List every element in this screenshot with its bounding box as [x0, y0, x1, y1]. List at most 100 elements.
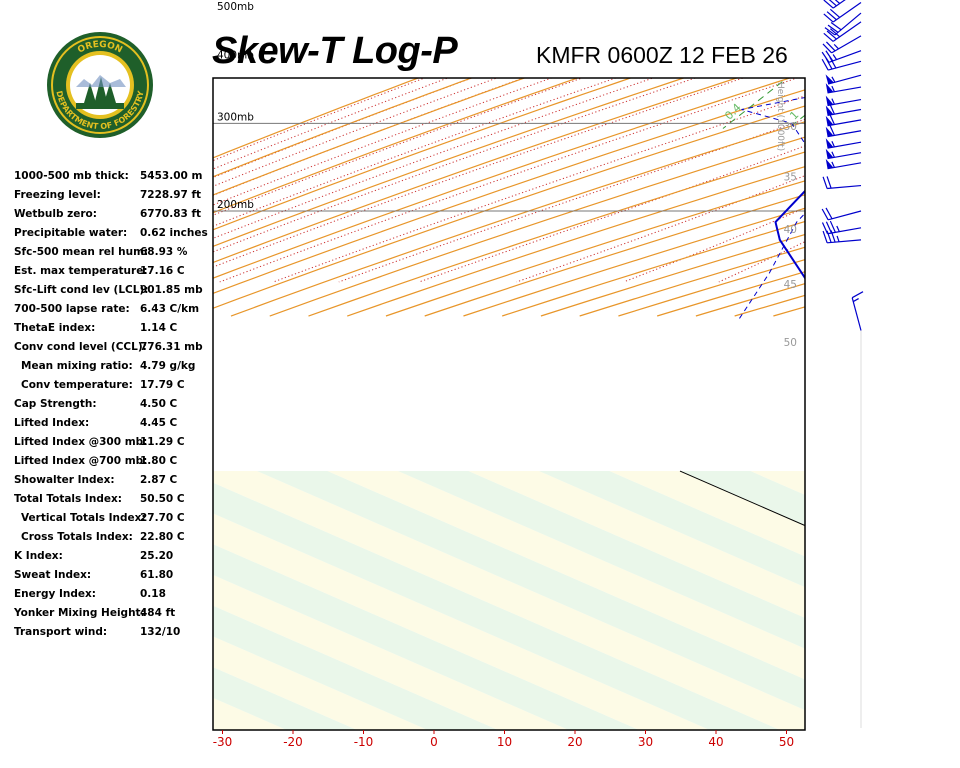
- index-value: 6770.83 ft: [140, 208, 202, 220]
- index-row: Lifted Index: 4.45 C: [14, 415, 214, 434]
- moist-adiabat: [213, 78, 553, 206]
- wind-barb: [821, 207, 862, 221]
- index-label: Sfc-500 mean rel hum:: [14, 246, 149, 258]
- index-row: Freezing level: 7228.97 ft: [14, 187, 214, 206]
- index-label: Sfc-Lift cond lev (LCL):: [14, 284, 149, 296]
- index-row: Lifted Index @300 mb: 11.29 C: [14, 434, 214, 453]
- dry-adiabat: [213, 78, 420, 159]
- plot-frame: [212, 77, 806, 731]
- index-row: Sfc-Lift cond lev (LCL): 901.85 mb: [14, 282, 214, 301]
- index-value: 2.87 C: [140, 474, 178, 486]
- dry-adiabat: [890, 0, 960, 316]
- index-label: Sweat Index:: [14, 569, 92, 581]
- temperature-band: [213, 697, 287, 730]
- index-row: Energy Index: 0.18: [14, 586, 214, 605]
- chart-title: Skew-T Log-P: [212, 30, 458, 72]
- wind-barb: [821, 56, 862, 71]
- dry-adiabat: [213, 78, 527, 196]
- pressure-label: 200mb: [217, 199, 254, 211]
- index-value: 5453.00 m: [140, 170, 203, 182]
- dry-adiabat: [213, 78, 792, 279]
- svg-text:OREGON: OREGON: [76, 40, 124, 56]
- index-value: 484 ft: [140, 607, 176, 619]
- index-row: Total Totals Index: 50.50 C: [14, 491, 214, 510]
- temperature-band: [538, 471, 805, 588]
- index-label: Wetbulb zero:: [14, 208, 97, 220]
- index-label: Cross Totals Index:: [21, 531, 133, 543]
- dry-adiabat: [812, 0, 960, 316]
- x-tick-label: 20: [567, 735, 582, 749]
- temperature-band: [213, 544, 640, 730]
- index-value: 4.50 C: [140, 398, 178, 410]
- moist-adiabat: [213, 78, 426, 162]
- wind-barb: [823, 0, 846, 9]
- index-label: Total Totals Index:: [14, 493, 122, 505]
- index-row: Showalter Index: 2.87 C: [14, 472, 214, 491]
- index-row: Mean mixing ratio: 4.79 g/kg: [14, 358, 214, 377]
- index-label: Energy Index:: [14, 588, 96, 600]
- index-label: Vertical Totals Index:: [21, 512, 146, 524]
- pressure-label: 300mb: [217, 111, 254, 123]
- x-tick-label: 50: [779, 735, 794, 749]
- index-row: Transport wind: 132/10: [14, 624, 214, 643]
- index-label: Precipitable water:: [14, 227, 128, 239]
- temperature-band: [213, 728, 217, 730]
- x-tick-label: 0: [430, 735, 438, 749]
- index-row: Sweat Index: 61.80: [14, 567, 214, 586]
- index-row: K Index: 25.20: [14, 548, 214, 567]
- mixing-ratio-line: [917, 0, 960, 129]
- index-label: Cap Strength:: [14, 398, 97, 410]
- wind-barb: [825, 123, 862, 138]
- index-row: Sfc-500 mean rel hum: 68.93 %: [14, 244, 214, 263]
- dry-adiabat: [851, 0, 960, 316]
- temperature-band: [750, 471, 805, 495]
- temperature-band: [821, 471, 960, 730]
- oregon-forestry-logo: OREGON DEPARTMENT OF FORESTRY: [47, 32, 153, 138]
- index-row: ThetaE index: 1.14 C: [14, 320, 214, 339]
- index-value: 0.18: [140, 588, 166, 600]
- temperature-band: [213, 471, 805, 730]
- index-row: Vertical Totals Index: 27.70 C: [14, 510, 214, 529]
- height-tick-label: 35: [784, 171, 797, 183]
- index-row: Conv temperature: 17.79 C: [14, 377, 214, 396]
- index-label: Freezing level:: [14, 189, 101, 201]
- wind-barb: [825, 112, 862, 127]
- dry-adiabat: [213, 78, 474, 178]
- index-row: 1000-500 mb thick: 5453.00 m: [14, 168, 214, 187]
- index-row: Wetbulb zero: 6770.83 ft: [14, 206, 214, 225]
- x-tick-label: -10: [354, 735, 374, 749]
- index-label: ThetaE index:: [14, 322, 96, 334]
- index-label: Lifted Index @700 mb:: [14, 455, 148, 467]
- mixing-ratio-line: [787, 114, 805, 129]
- index-row: Conv cond level (CCL): 776.31 mb: [14, 339, 214, 358]
- index-label: Lifted Index:: [14, 417, 90, 429]
- mixing-ratio-line: [841, 0, 960, 129]
- index-value: 776.31 mb: [140, 341, 203, 353]
- height-tick-label: 50: [784, 337, 797, 349]
- temperature-band: [891, 471, 960, 730]
- dry-adiabat: [213, 78, 686, 248]
- index-value: 1.14 C: [140, 322, 178, 334]
- index-value: 132/10: [140, 626, 181, 638]
- wind-barb: [823, 21, 862, 42]
- index-row: Cross Totals Index: 22.80 C: [14, 529, 214, 548]
- moist-adiabat: [213, 78, 618, 227]
- wind-barb: [825, 148, 862, 160]
- index-row: Est. max temperature: 17.16 C: [14, 263, 214, 282]
- dry-adiabat: [928, 0, 960, 316]
- index-label: Lifted Index @300 mb:: [14, 436, 148, 448]
- index-value: 1.80 C: [140, 455, 178, 467]
- dry-adiabat: [230, 121, 805, 317]
- index-row: Yonker Mixing Height: 484 ft: [14, 605, 214, 624]
- index-value: 11.29 C: [140, 436, 185, 448]
- x-tick-label: -20: [283, 735, 303, 749]
- x-tick-label: -30: [213, 735, 233, 749]
- dry-adiabat: [213, 89, 805, 295]
- index-value: 4.45 C: [140, 417, 178, 429]
- temperature-trace: [774, 189, 805, 280]
- temperature-band: [327, 471, 805, 680]
- dry-adiabat: [213, 78, 633, 231]
- index-value: 50.50 C: [140, 493, 185, 505]
- index-row: 700-500 lapse rate: 6.43 C/km: [14, 301, 214, 320]
- index-value: 25.20: [140, 550, 174, 562]
